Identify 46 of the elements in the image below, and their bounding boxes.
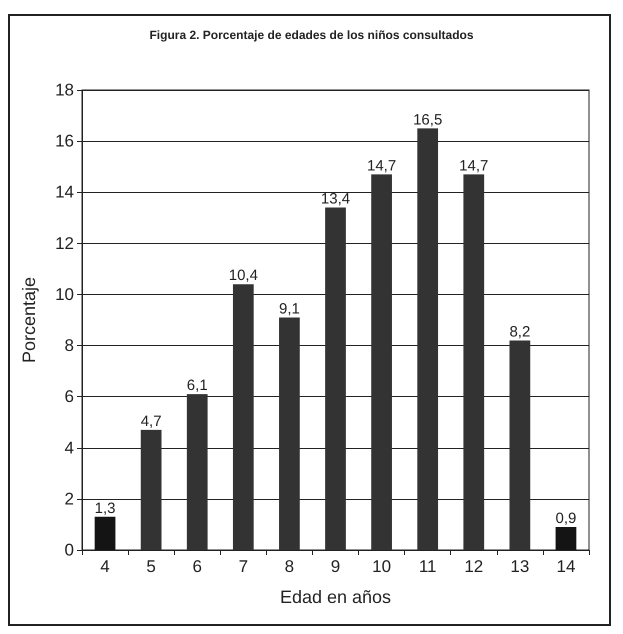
- bar: [417, 128, 438, 550]
- bar: [463, 174, 484, 550]
- bar: [140, 430, 162, 550]
- y-tick-label: 2: [64, 489, 74, 508]
- bar: [94, 516, 116, 550]
- x-axis-title: Edad en años: [280, 587, 392, 607]
- x-tick-label: 12: [464, 557, 484, 576]
- y-tick-label: 6: [64, 387, 74, 406]
- bar: [509, 340, 530, 550]
- y-tick-label: 8: [64, 336, 74, 356]
- bar: [186, 394, 208, 550]
- data-label: 1,3: [94, 500, 116, 517]
- y-tick-label: 12: [55, 234, 74, 253]
- data-label: 6,1: [186, 377, 208, 394]
- y-tick-label: 4: [64, 438, 74, 458]
- data-label: 10,4: [228, 267, 258, 284]
- data-label: 8,2: [509, 323, 530, 340]
- bar: [232, 284, 254, 550]
- y-tick-label: 10: [55, 284, 74, 304]
- data-label: 14,7: [459, 157, 488, 174]
- x-tick-label: 9: [330, 557, 340, 576]
- x-tick-label: 7: [238, 557, 248, 576]
- y-tick-label: 18: [55, 80, 74, 100]
- data-label: 13,4: [320, 190, 350, 208]
- chart-title: Figura 2. Porcentaje de edades de los niños consultados: [149, 28, 474, 42]
- bar: [556, 527, 576, 550]
- y-tick-label: 14: [55, 182, 74, 202]
- x-tick-label: 11: [418, 557, 437, 576]
- bar: [325, 208, 346, 550]
- x-tick-label: 5: [146, 557, 156, 576]
- x-tick-label: 13: [510, 557, 530, 576]
- x-tick-label: 10: [372, 557, 392, 576]
- x-tick-label: 6: [192, 557, 202, 576]
- bar: [371, 174, 392, 550]
- data-label: 0,9: [556, 510, 576, 527]
- x-tick-label: 8: [284, 557, 294, 576]
- y-tick-label: 16: [55, 132, 74, 151]
- x-tick-label: 14: [556, 557, 576, 576]
- data-label: 14,7: [366, 157, 396, 174]
- y-tick-label: 0: [64, 540, 74, 560]
- x-tick-label: 4: [100, 557, 110, 576]
- data-label: 16,5: [413, 111, 442, 128]
- data-label: 9,1: [278, 300, 300, 318]
- y-axis-title: Porcentaje: [19, 276, 39, 364]
- data-label: 4,7: [140, 412, 162, 430]
- bar: [279, 317, 300, 550]
